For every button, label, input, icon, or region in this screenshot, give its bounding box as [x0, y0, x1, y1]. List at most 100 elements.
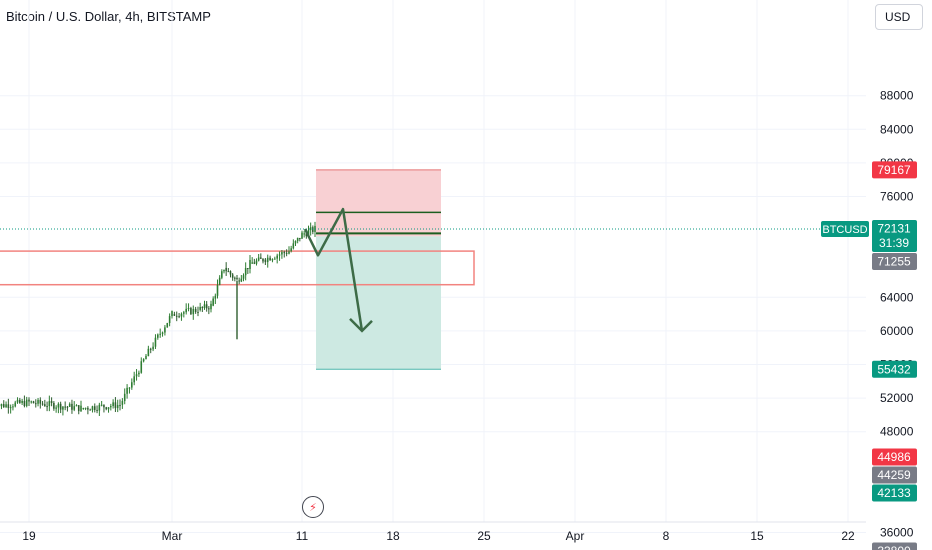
candle-body: [133, 376, 135, 383]
candle-body: [14, 402, 17, 407]
candle-body: [28, 399, 30, 402]
candle-body: [116, 405, 119, 409]
candle-body: [44, 404, 46, 407]
chart-title: Bitcoin / U.S. Dollar, 4h, BITSTAMP: [6, 9, 211, 24]
candle-body: [240, 278, 243, 282]
candle-body: [190, 308, 192, 315]
candle-body: [2, 404, 5, 408]
symbol-tag-label: BTCUSD: [822, 224, 867, 236]
price-tag: [872, 484, 917, 502]
candle-body: [197, 311, 199, 313]
candle-body: [276, 255, 278, 259]
candle-body: [216, 284, 219, 296]
price-axis[interactable]: 3600048000520005600060000640007600080000…: [880, 89, 914, 540]
time-axis-label: 18: [386, 529, 400, 543]
candle-body: [307, 230, 310, 237]
candle-body: [110, 406, 112, 408]
candle-body: [87, 407, 89, 410]
candle-body: [135, 374, 138, 377]
candle-body: [103, 404, 105, 408]
candle-body: [32, 401, 35, 404]
candle-body: [309, 227, 312, 231]
candle-body: [100, 404, 103, 406]
candle-body: [212, 298, 214, 306]
candle-body: [142, 359, 145, 362]
projection-path: [303, 207, 364, 332]
lightning-icon[interactable]: ⚡: [302, 496, 324, 518]
price-tag-value: 44986: [877, 450, 911, 464]
candle-body: [194, 308, 197, 312]
price-tag-value: 79167: [877, 163, 911, 177]
price-tag: [872, 360, 917, 378]
candle-body: [301, 232, 303, 239]
candle-body: [50, 401, 53, 403]
candle-body: [247, 268, 249, 270]
candle-body: [159, 333, 161, 335]
price-axis-label: 76000: [880, 190, 914, 204]
price-axis-label: 88000: [880, 89, 914, 103]
candle-body: [131, 382, 133, 388]
candle-body: [257, 257, 260, 261]
candle-body: [173, 314, 176, 316]
candle-body: [152, 346, 154, 350]
candle-body: [294, 240, 297, 244]
candle-body: [260, 257, 262, 259]
projection-arrowhead: [349, 318, 373, 333]
resistance-zone: [0, 250, 475, 286]
candles: [0, 221, 316, 416]
position-zones: [0, 169, 475, 370]
candle-body: [157, 334, 159, 338]
candle-body: [278, 254, 281, 256]
candle-body: [119, 405, 121, 407]
candle-body: [149, 348, 152, 350]
candle-body: [242, 275, 245, 279]
price-tag: [872, 252, 917, 270]
price-tag: [872, 448, 917, 466]
price-tag-value: 42133: [877, 486, 911, 500]
candle-body: [7, 404, 10, 408]
candle-body: [274, 258, 276, 260]
candle-body: [164, 327, 166, 333]
price-tag-value: 72131: [877, 221, 911, 235]
candle-body: [107, 407, 110, 410]
candle-body: [154, 337, 157, 347]
price-tag-value: 71255: [877, 254, 911, 268]
candle-body: [175, 315, 178, 317]
candle-body: [98, 404, 101, 411]
candle-body: [48, 401, 51, 407]
candle-body: [5, 404, 7, 408]
candle-body: [236, 277, 238, 280]
candle-body: [41, 403, 44, 405]
candle-body: [112, 402, 114, 407]
candle-body: [138, 372, 140, 375]
time-axis-label: 22: [841, 529, 855, 543]
currency-selector-button[interactable]: USD: [875, 4, 923, 30]
candle-body: [205, 304, 208, 309]
candle-body: [62, 406, 64, 410]
candle-body: [75, 405, 78, 407]
price-axis-label: 48000: [880, 425, 914, 439]
time-axis-label: Mar: [162, 529, 183, 543]
candle-body: [244, 268, 247, 276]
price-axis-label: 64000: [880, 290, 914, 304]
candle-body: [166, 323, 169, 328]
candle-body: [210, 303, 212, 310]
candle-body: [249, 259, 251, 270]
symbol-tag: [821, 220, 869, 237]
candle-body: [59, 403, 62, 410]
price-axis-label: 52000: [880, 391, 914, 405]
countdown-label: 31:39: [879, 236, 909, 250]
candle-body: [187, 308, 190, 310]
candle-body: [114, 402, 117, 409]
time-axis[interactable]: 19 Mar 11 18 25 Apr 8 15 22: [0, 521, 866, 543]
candle-body: [262, 258, 264, 262]
stop-loss-zone: [316, 169, 441, 237]
candle-body: [255, 260, 258, 264]
price-tag-value: 33800: [877, 544, 911, 550]
candle-body: [23, 400, 26, 406]
candle-body: [185, 308, 187, 313]
candle-body: [68, 403, 71, 407]
candle-body: [271, 259, 274, 261]
